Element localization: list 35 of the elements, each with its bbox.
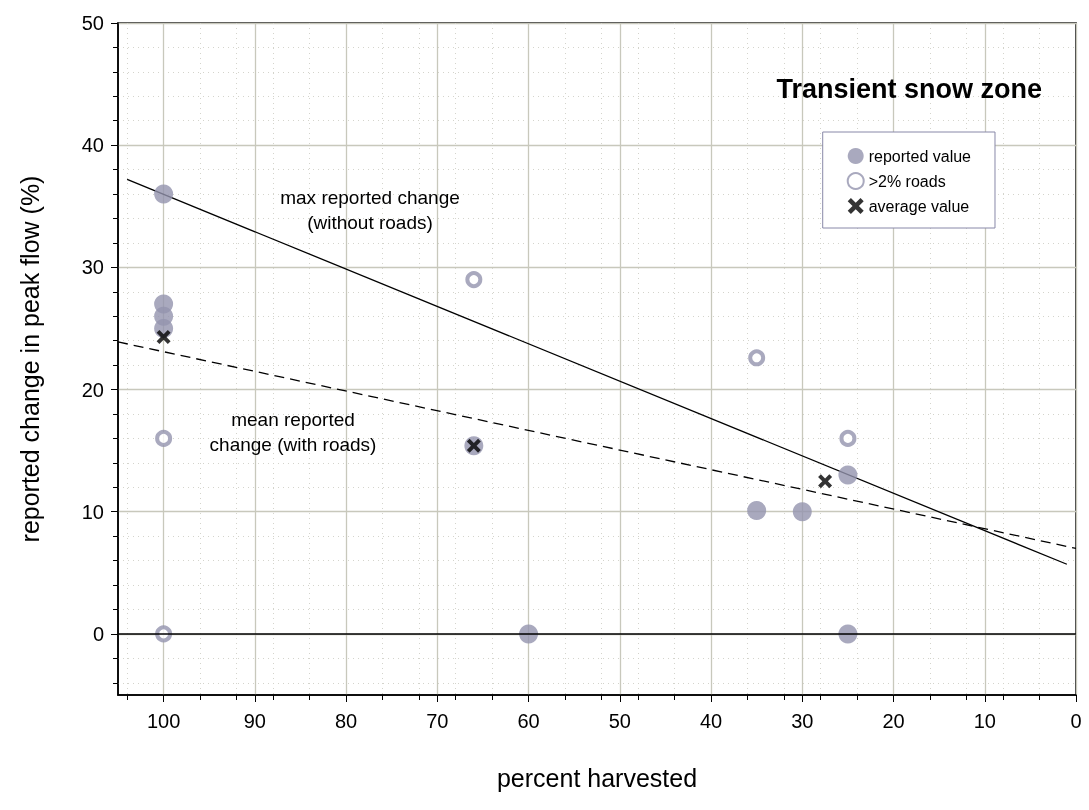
point [155, 429, 173, 447]
x-tick-label: 70 [426, 710, 449, 732]
point [792, 502, 812, 522]
y-axis-title: reported change in peak flow (%) [15, 175, 44, 543]
point [839, 429, 857, 447]
y-tick-label: 40 [81, 134, 104, 157]
x-tick-label: 60 [517, 710, 540, 732]
point [156, 330, 171, 345]
legend-label: >2% roads [868, 172, 946, 190]
x-tick-label: 100 [146, 710, 181, 732]
x-tick-label: 80 [334, 710, 358, 732]
x-tick-label: 10 [973, 710, 996, 732]
point [748, 349, 766, 367]
annotation: max reported change (without roads) [280, 187, 460, 233]
y-tick-label: 30 [81, 256, 104, 279]
x-tick-label: 0 [1070, 710, 1082, 732]
point [818, 474, 833, 489]
y-tick-label: 50 [81, 12, 104, 34]
y-tick-label: 0 [92, 622, 104, 645]
text: Transient snow zone [776, 73, 1042, 104]
x-tick-label: 40 [699, 710, 723, 732]
y-tick-label: 20 [81, 378, 104, 401]
x-axis-title: percent harvested [496, 763, 698, 792]
point [838, 465, 858, 485]
y-tick-label: 10 [81, 500, 104, 523]
x-tick-label: 20 [882, 710, 905, 732]
annotation: mean reported change (with roads) [209, 409, 377, 455]
x-tick-label: 30 [791, 710, 814, 732]
x-tick-label: 90 [243, 710, 266, 732]
x-tick-label: 50 [608, 710, 631, 732]
legend-label: average value [868, 197, 970, 215]
point [747, 501, 767, 520]
point [465, 271, 483, 289]
legend-label: reported value [868, 147, 972, 165]
point [154, 184, 174, 204]
